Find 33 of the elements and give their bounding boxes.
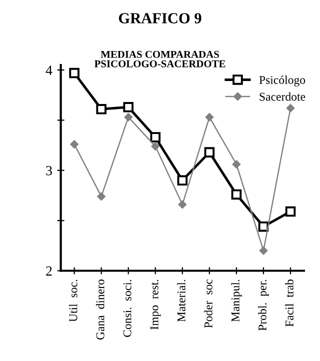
point (70, 140, 78, 148)
point (69, 68, 80, 78)
point (150, 132, 161, 142)
point (178, 200, 187, 209)
x-tick-label: Material. (177, 280, 186, 322)
legend-label: Sacerdote (260, 92, 306, 101)
point (204, 147, 215, 158)
point (96, 104, 106, 114)
point (232, 160, 241, 168)
x-tick-label: Consi. soci. (123, 280, 132, 337)
x-tick-label: Impo rest. (150, 280, 161, 330)
legend-label: Psicólogo (259, 76, 306, 86)
x-tick-label: Poder soc (204, 279, 212, 328)
chart-subtitle: MEDIAS COMPARADAS PSICOLOGO-SACERDOTE (94, 50, 226, 68)
x-tick-label: Probl. per. (258, 280, 269, 331)
point (124, 113, 132, 122)
y-tick-label: 3 (46, 166, 52, 176)
point (285, 206, 296, 217)
point (97, 192, 106, 201)
point (123, 102, 134, 112)
x-tick-label: Facil trab (285, 280, 294, 327)
point (286, 104, 295, 112)
chart-title: GRAFICO 9 (118, 13, 202, 24)
x-tick-label: Util soc. (68, 280, 78, 322)
point (177, 175, 188, 186)
y-tick-label: 4 (46, 66, 52, 75)
y-tick-label: 2 (46, 266, 52, 276)
point (151, 142, 160, 150)
point (259, 246, 268, 255)
x-tick-label: Manipul. (231, 280, 242, 322)
x-tick-label: Gana dinero (96, 280, 104, 340)
point (205, 113, 214, 122)
point (231, 189, 242, 200)
